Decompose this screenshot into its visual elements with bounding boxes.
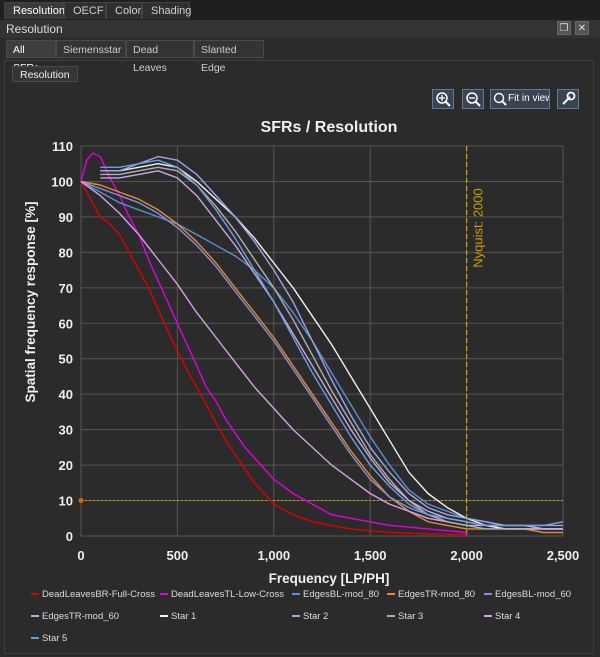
subtab-bar: All SFRs Siemensstar Dead Leaves Slanted…: [0, 39, 600, 74]
series-line-1: [80, 152, 467, 534]
inner-tab-resolution[interactable]: Resolution: [12, 66, 78, 82]
series-line-8: [100, 166, 563, 530]
search-icon: [493, 92, 507, 106]
fit-in-view-button[interactable]: Fit in view: [490, 89, 550, 109]
settings-button[interactable]: [557, 89, 579, 109]
restore-icon[interactable]: ❐: [557, 21, 571, 35]
fit-in-view-label: Fit in view: [508, 93, 550, 104]
legend-entry[interactable]: EdgesBL-mod_60: [495, 589, 571, 600]
legend-entry[interactable]: Star 2: [303, 611, 328, 622]
legend-entry[interactable]: Star 1: [171, 611, 196, 622]
panel-title-bar: Resolution: [0, 20, 600, 38]
legend-entry[interactable]: EdgesBL-mod_80: [303, 589, 379, 600]
y-tick-label: 30: [59, 423, 73, 438]
y-tick-label: 110: [52, 139, 73, 154]
tab-resolution[interactable]: Resolution: [4, 2, 65, 19]
series-line-0: [80, 181, 467, 535]
legend-entry[interactable]: DeadLeavesBR-Full-Cross: [42, 589, 155, 600]
subtab-slanted-edge[interactable]: Slanted Edge: [194, 40, 264, 74]
close-icon[interactable]: ✕: [575, 21, 589, 35]
y-axis-label: Spatial frequency response [%]: [23, 201, 38, 402]
y-tick-label: 40: [59, 387, 73, 402]
x-tick-label: 0: [77, 548, 84, 563]
y-tick-label: 100: [51, 174, 73, 189]
wrench-icon: [562, 91, 576, 105]
legend-entry[interactable]: DeadLeavesTL-Low-Cross: [171, 589, 284, 600]
x-tick-label: 2,500: [547, 548, 580, 563]
tab-oecf[interactable]: OECF: [64, 2, 106, 19]
reference-marker: [78, 498, 84, 504]
y-tick-label: 90: [59, 210, 73, 225]
legend-entry[interactable]: EdgesTR-mod_60: [42, 611, 119, 622]
panel-title: Resolution: [6, 22, 63, 36]
y-tick-label: 50: [59, 352, 73, 367]
subtab-dead-leaves[interactable]: Dead Leaves: [126, 40, 194, 74]
x-axis-label: Frequency [LP/PH]: [269, 571, 390, 586]
zoom-in-icon: [436, 92, 451, 107]
y-tick-label: 60: [59, 316, 73, 331]
legend-entry[interactable]: Star 4: [495, 611, 520, 622]
y-tick-label: 10: [59, 494, 73, 509]
plot-area: [81, 146, 563, 536]
inner-panel: [4, 60, 594, 654]
x-tick-label: 1,500: [354, 548, 387, 563]
legend-entry[interactable]: EdgesTR-mod_80: [398, 589, 475, 600]
tab-color[interactable]: Color: [106, 2, 142, 19]
y-tick-label: 80: [59, 245, 73, 260]
x-tick-label: 1,000: [258, 548, 291, 563]
legend-entry[interactable]: Star 3: [398, 611, 423, 622]
zoom-in-button[interactable]: [432, 89, 454, 109]
y-tick-label: 70: [59, 281, 73, 296]
tab-shading[interactable]: Shading: [142, 2, 191, 19]
y-tick-label: 20: [59, 458, 73, 473]
x-tick-label: 2,000: [450, 548, 483, 563]
series-line-10: [100, 159, 564, 527]
zoom-out-button[interactable]: [462, 89, 484, 109]
legend-entry[interactable]: Star 5: [42, 633, 67, 644]
nyquist-label: Nyquist: 2000: [471, 188, 486, 268]
chart-title: SFRs / Resolution: [261, 119, 398, 136]
subtab-siemensstar[interactable]: Siemensstar: [56, 40, 126, 58]
main-tabbar: Resolution OECF Color Shading: [0, 0, 600, 21]
series-line-7: [100, 155, 563, 527]
x-tick-label: 500: [167, 548, 189, 563]
y-tick-label: 0: [66, 529, 73, 544]
zoom-out-icon: [466, 92, 481, 107]
